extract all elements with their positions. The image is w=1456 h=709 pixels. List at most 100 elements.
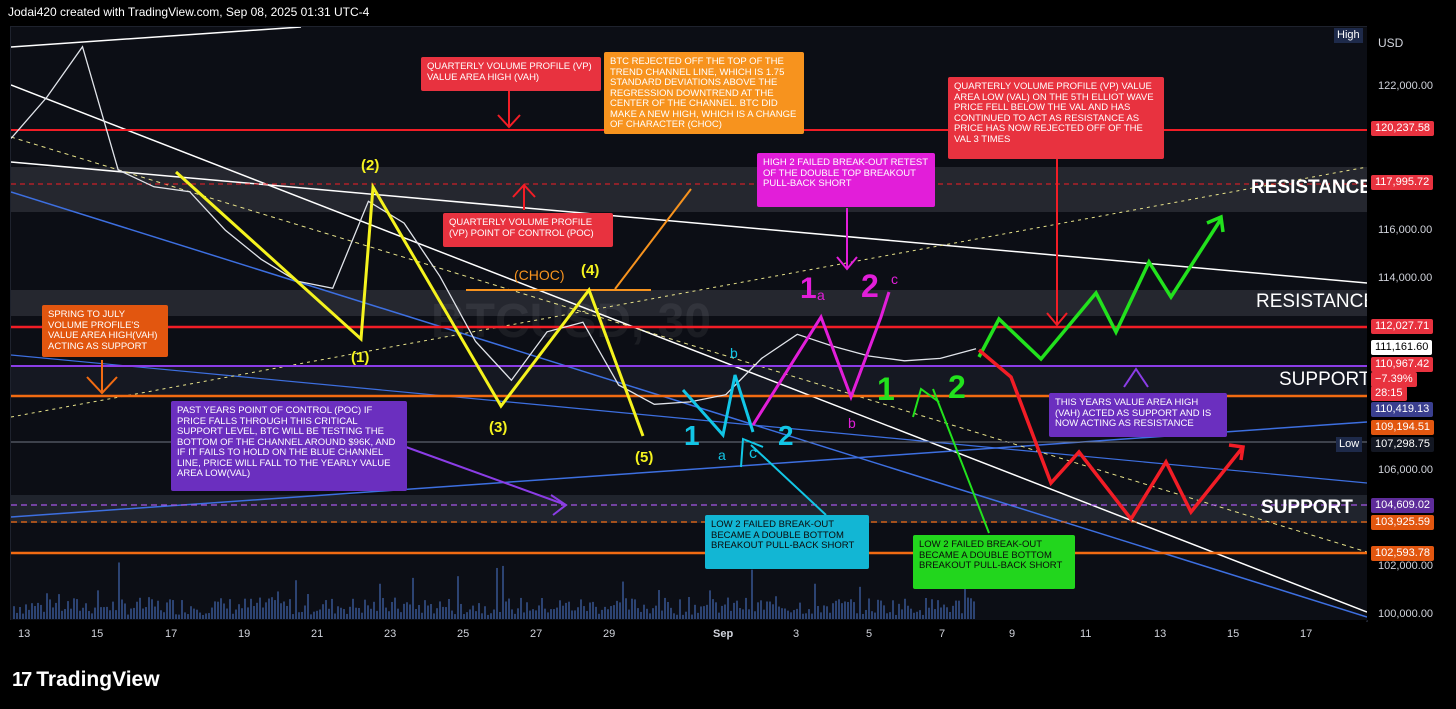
orange-spring-arrow-head [86,376,118,395]
price-tag-112027: 112,027.71 [1371,319,1434,334]
volume-bar [646,608,648,619]
volume-bar [112,601,114,619]
volume-bar [166,602,168,619]
volume-bar [94,607,96,619]
volume-bar [862,613,864,619]
volume-bar [439,601,441,619]
volume-bar [697,612,699,619]
chart-area[interactable]: BTCUSD, 30 [10,26,1368,622]
time-tick: 23 [384,628,397,640]
purple-arrow [405,446,567,506]
note-this-year-vah[interactable]: THIS YEARS VALUE AREA HIGH (VAH) ACTED A… [1049,393,1227,437]
note-spring[interactable]: SPRING TO JULY VOLUME PROFILE'S VALUE AR… [42,305,168,357]
volume-bar [340,607,342,619]
note-poc-quarterly[interactable]: QUARTERLY VOLUME PROFILE (VP) POINT OF C… [443,213,613,247]
volume-bar [67,601,69,619]
volume-bar [739,608,741,619]
volume-bar [457,576,459,619]
note-low2-green[interactable]: LOW 2 FAILED BREAK-OUT BECAME A DOUBLE B… [913,535,1075,589]
time-axis[interactable] [10,620,1366,648]
volume-bar [244,598,246,619]
volume-bar [709,590,711,619]
tradingview-brand: TradingView [36,668,160,691]
volume-bar [415,608,417,619]
volume-bar [538,605,540,619]
tradingview-logo[interactable]: 17 TradingView [12,668,160,692]
price-tick: 106,000.00 [1378,464,1434,476]
volume-bar [130,608,132,619]
volume-bar [919,610,921,619]
volume-bar [688,597,690,619]
volume-bar [874,612,876,619]
price-tick: 102,000.00 [1378,560,1434,572]
volume-bar [895,614,897,619]
volume-bar [742,609,744,619]
note-vah-quarterly[interactable]: QUARTERLY VOLUME PROFILE (VP) VALUE AREA… [421,57,601,91]
volume-bar [172,600,174,619]
magenta-wave-2: 2 [861,268,879,304]
time-tick: 9 [1009,628,1016,640]
volume-bar [301,611,303,619]
volume-bar [331,598,333,619]
note-low2-cyan[interactable]: LOW 2 FAILED BREAK-OUT BECAME A DOUBLE B… [705,515,869,569]
note-val-quarterly[interactable]: QUARTERLY VOLUME PROFILE (VP) VALUE AREA… [948,77,1164,159]
volume-bar [550,609,552,619]
volume-bar [328,608,330,619]
volume-bar [508,598,510,619]
volume-bar [151,599,153,619]
volume-bar [907,605,909,619]
volume-bar [700,606,702,619]
header-text: Jodai420 created with TradingView.com, S… [8,5,370,19]
volume-bar [964,584,966,619]
volume-bar [91,613,93,619]
volume-bar [448,599,450,619]
volume-bar [52,607,54,619]
volume-bar [523,612,525,619]
time-tick: Sep [713,628,734,640]
volume-bar [886,613,888,619]
time-tick: 29 [603,628,616,640]
volume-bar [676,614,678,619]
volume-bar [289,599,291,619]
volume-bar [211,607,213,619]
cyan-wave-1: 1 [684,420,700,451]
volume-bar [730,610,732,619]
volume-bar [430,604,432,619]
volume-bar [403,603,405,619]
volume-bar [529,610,531,619]
volume-bar [268,598,270,619]
volume-bar [562,605,564,619]
volume-bar [466,612,468,619]
volume-bar [385,607,387,619]
volume-bar [559,600,561,619]
volume-bar [337,606,339,619]
volume-bar [445,607,447,619]
resistance-zone-upper [11,167,1367,212]
red-projection [977,348,1245,523]
time-tick: 3 [793,628,800,640]
price-tag-117995: 117,995.72 [1371,175,1434,190]
volume-bar [859,586,861,619]
volume-bar [31,603,33,619]
note-past-poc[interactable]: PAST YEARS POINT OF CONTROL (POC) IF PRI… [171,401,407,491]
volume-bar [73,598,75,619]
note-btc-rejected[interactable]: BTC REJECTED OFF THE TOP OF THE TREND CH… [604,52,804,134]
volume-bar [16,612,18,619]
volume-bar [127,614,129,619]
volume-bar [763,609,765,619]
wave-label-2: (2) [361,157,380,174]
volume-bar [325,600,327,619]
green-arrow-head [1206,214,1225,233]
note-high2[interactable]: HIGH 2 FAILED BREAK-OUT RETEST OF THE DO… [757,153,935,207]
volume-bar [406,602,408,619]
resistance-zone-lower [11,290,1367,316]
volume-bar [34,606,36,619]
volume-bar [196,609,198,619]
purple-up-arrow [1123,367,1149,388]
volume-bar [922,614,924,619]
channel-blue-bottom [11,421,1367,518]
currency-label: USD [1378,36,1404,50]
orange-arrow-shaft [614,188,692,290]
volume-bar [271,597,273,619]
volume-bar [310,614,312,619]
